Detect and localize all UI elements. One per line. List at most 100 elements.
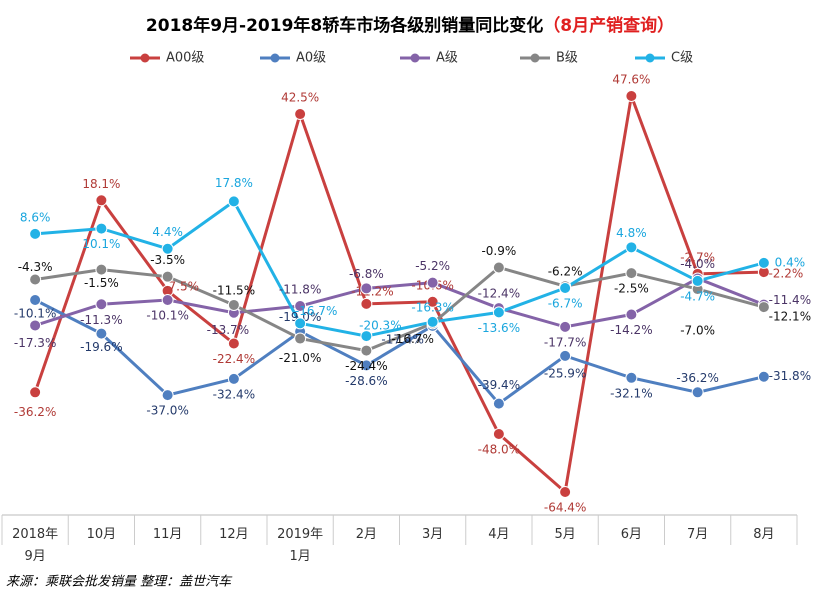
point — [757, 370, 770, 383]
legend-label: A00级 — [166, 51, 204, 66]
data-label: -32.4% — [213, 387, 255, 401]
subtitle: （8月产销查询） — [543, 15, 674, 36]
point — [559, 486, 572, 498]
title: 2018年9月-2019年8轿车市场各级别销量同比变化 — [146, 15, 543, 36]
data-label: -21.0% — [279, 351, 321, 365]
series-line — [34, 298, 765, 406]
data-label: -4.0% — [680, 257, 715, 271]
x-tick-label: 2018年 9月 — [12, 527, 59, 564]
legend-marker — [645, 53, 655, 63]
data-label: -6.8% — [349, 267, 384, 281]
data-label: -13.6% — [478, 321, 520, 335]
data-label: -20.3% — [359, 319, 401, 333]
point — [161, 242, 174, 255]
data-label: 47.6% — [612, 73, 650, 87]
series-line — [34, 276, 765, 329]
source: 来源：乘联会批发销量 整理：盖世汽车 — [6, 575, 233, 590]
legend-marker — [140, 53, 150, 63]
point — [757, 301, 770, 314]
data-label: -16.7% — [295, 304, 337, 318]
data-label: -2.2% — [768, 267, 803, 281]
data-label: -13.7% — [207, 323, 249, 337]
point — [625, 90, 638, 102]
point — [95, 222, 108, 235]
point — [625, 241, 638, 254]
data-label: -6.7% — [548, 296, 583, 310]
point — [691, 274, 704, 287]
point — [227, 298, 240, 311]
data-label: -36.2% — [676, 371, 718, 385]
data-label: -11.2% — [351, 284, 393, 298]
data-label: -7.5% — [164, 279, 199, 293]
data-label: -36.2% — [14, 405, 56, 419]
point — [492, 306, 505, 319]
point — [294, 300, 307, 313]
data-label: -24.4% — [345, 359, 387, 373]
data-label: -17.7% — [544, 335, 586, 349]
point — [360, 344, 373, 357]
point — [29, 227, 42, 240]
point — [227, 195, 240, 208]
x-tick-label: 2019年 1月 — [277, 527, 324, 564]
legend-label: A0级 — [296, 51, 326, 66]
point — [360, 297, 373, 310]
data-label: -31.8% — [769, 369, 811, 383]
legend-marker — [530, 53, 540, 63]
chart-title: 2018年9月-2019年8轿车市场各级别销量同比变化（8月产销查询） — [146, 15, 674, 36]
data-label: -16.7% — [391, 332, 433, 346]
point — [29, 273, 42, 286]
x-tick-label: 11月 — [152, 527, 183, 542]
point — [492, 261, 505, 274]
point — [492, 397, 505, 410]
data-label: -3.5% — [150, 253, 185, 267]
data-label: 17.8% — [215, 176, 253, 190]
data-label: 4.8% — [616, 226, 647, 240]
point — [360, 282, 373, 295]
data-label: 18.1% — [82, 177, 120, 191]
point — [559, 320, 572, 333]
data-label: -11.4% — [769, 293, 811, 307]
data-label: -11.5% — [213, 283, 255, 297]
x-tick-label: 7月 — [686, 527, 709, 542]
data-label: -2.5% — [614, 282, 649, 296]
data-label: -6.2% — [548, 265, 583, 279]
point — [95, 298, 108, 311]
data-label: -4.3% — [18, 260, 53, 274]
point — [294, 108, 307, 121]
data-label: -1.5% — [84, 276, 119, 290]
data-label: -28.6% — [345, 374, 387, 388]
x-tick-label: 4月 — [488, 527, 510, 542]
data-label: -16.3% — [411, 300, 453, 314]
point — [492, 428, 505, 441]
data-label: -22.4% — [213, 352, 255, 366]
legend-label: C级 — [671, 51, 693, 66]
point — [161, 294, 174, 307]
series-line — [34, 265, 765, 353]
point — [426, 295, 439, 308]
x-tick-label: 2月 — [355, 527, 378, 542]
point — [559, 281, 572, 294]
data-label: 0.4% — [775, 255, 806, 269]
data-label: -5.2% — [415, 259, 450, 273]
point — [757, 256, 770, 269]
data-label: -2.7% — [680, 250, 715, 264]
data-label: -12.4% — [478, 287, 520, 301]
series-line — [33, 90, 764, 495]
point — [95, 194, 108, 207]
data-label: -10.1% — [146, 309, 188, 323]
data-label: 10.1% — [82, 237, 120, 251]
point — [426, 276, 439, 289]
x-tick-label: 8月 — [753, 527, 775, 542]
data-label: -32.1% — [610, 386, 652, 400]
data-label: -4.7% — [680, 289, 715, 303]
x-tick-label: 6月 — [620, 527, 643, 542]
point — [95, 327, 108, 340]
x-tick-label: 5月 — [554, 527, 576, 542]
data-label: -64.4% — [544, 501, 586, 515]
point — [559, 349, 572, 362]
data-label: 8.6% — [20, 210, 51, 224]
point — [360, 359, 373, 372]
x-tick-label: 10月 — [86, 527, 117, 542]
